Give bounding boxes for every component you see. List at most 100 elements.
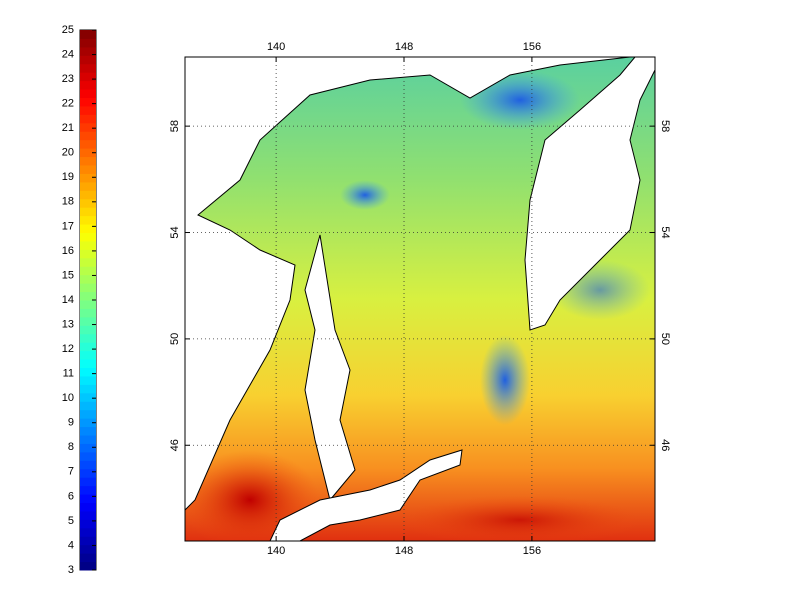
land bbox=[185, 57, 655, 541]
colorbar-label: 22 bbox=[62, 98, 74, 110]
colorbar-band bbox=[80, 561, 96, 571]
colorbar-band bbox=[80, 215, 96, 225]
colorbar-band bbox=[80, 148, 96, 158]
colorbar-band bbox=[80, 510, 96, 520]
colorbar-label: 10 bbox=[62, 392, 74, 404]
colorbar-band bbox=[80, 114, 96, 124]
colorbar-label: 9 bbox=[68, 417, 74, 429]
colorbar-band bbox=[80, 333, 96, 343]
colorbar-band bbox=[80, 46, 96, 56]
colorbar-label: 11 bbox=[63, 368, 74, 380]
colorbar-label: 18 bbox=[62, 196, 74, 208]
colorbar-band bbox=[80, 350, 96, 360]
y-tick-label: 58 bbox=[169, 120, 181, 132]
map-frame bbox=[184, 56, 656, 542]
colorbar-band bbox=[80, 240, 96, 250]
colorbar-band bbox=[80, 55, 96, 65]
colorbar-label: 17 bbox=[62, 220, 74, 232]
colorbar-label: 25 bbox=[62, 24, 74, 36]
colorbar-band bbox=[80, 519, 96, 529]
colorbar-band bbox=[80, 181, 96, 191]
colorbar-band bbox=[80, 443, 96, 453]
colorbar-label: 20 bbox=[62, 147, 74, 159]
colorbar-band bbox=[80, 308, 96, 318]
colorbar-band bbox=[80, 359, 96, 368]
colorbar-label: 13 bbox=[62, 318, 74, 330]
x-tick-label: 140 bbox=[267, 545, 285, 557]
colorbar-band bbox=[80, 131, 96, 141]
colorbar-band bbox=[80, 325, 96, 335]
colorbar-band bbox=[80, 300, 96, 309]
colorbar-band bbox=[80, 80, 96, 90]
colorbar-band bbox=[80, 418, 96, 428]
colorbar-band bbox=[80, 316, 96, 326]
colorbar-label: 5 bbox=[68, 515, 74, 527]
colorbar-band bbox=[80, 375, 96, 385]
colorbar-label: 23 bbox=[62, 73, 74, 85]
colorbar-band bbox=[80, 392, 96, 402]
colorbar-band bbox=[80, 426, 96, 436]
colorbar-label: 7 bbox=[68, 466, 74, 478]
colorbar-band bbox=[80, 89, 96, 98]
x-tick-label: 140 bbox=[267, 41, 285, 53]
colorbar-label: 14 bbox=[62, 294, 74, 306]
colorbar-band bbox=[80, 63, 96, 73]
colorbar-label: 4 bbox=[68, 539, 74, 551]
colorbar-label: 8 bbox=[68, 441, 74, 453]
colorbar-label: 24 bbox=[62, 48, 74, 60]
x-tick-label: 156 bbox=[523, 41, 541, 53]
colorbar-band bbox=[80, 283, 96, 293]
colorbar-band bbox=[80, 249, 96, 259]
colorbar-label: 16 bbox=[62, 245, 74, 257]
sst-field bbox=[185, 57, 655, 541]
colorbar-label: 19 bbox=[62, 171, 74, 183]
colorbar-band bbox=[80, 409, 96, 419]
colorbar-band bbox=[80, 38, 96, 48]
colorbar-band bbox=[80, 384, 96, 394]
colorbar-label: 6 bbox=[68, 490, 74, 502]
y-tick-label: 46 bbox=[659, 439, 671, 451]
x-tick-label: 148 bbox=[395, 41, 413, 53]
colorbar-band bbox=[80, 97, 96, 107]
colorbar-label: 15 bbox=[62, 269, 74, 281]
colorbar-band bbox=[80, 451, 96, 461]
colorbar-label: 3 bbox=[68, 564, 74, 576]
colorbar-band bbox=[80, 553, 96, 563]
colorbar-band bbox=[80, 266, 96, 276]
colorbar-band bbox=[80, 502, 96, 512]
colorbar-band bbox=[80, 544, 96, 554]
y-tick-label: 46 bbox=[169, 439, 181, 451]
colorbar-band bbox=[80, 224, 96, 233]
colorbar-band bbox=[80, 527, 96, 537]
colorbar-band bbox=[80, 165, 96, 174]
colorbar-band bbox=[80, 105, 96, 115]
colorbar-band bbox=[80, 257, 96, 267]
colorbar-band bbox=[80, 494, 96, 503]
colorbar-band bbox=[80, 156, 96, 166]
colorbar-band bbox=[80, 342, 96, 352]
colorbar-band bbox=[80, 232, 96, 242]
colorbar-band bbox=[80, 274, 96, 284]
colorbar-label: 12 bbox=[62, 343, 74, 355]
colorbar-band bbox=[80, 139, 96, 149]
y-tick-label: 54 bbox=[169, 226, 181, 238]
colorbar-band bbox=[80, 122, 96, 132]
colorbar-band bbox=[80, 477, 96, 487]
colorbar-band bbox=[80, 536, 96, 546]
colorbar-band bbox=[80, 30, 96, 39]
colorbar-band bbox=[80, 460, 96, 470]
colorbar-band bbox=[80, 291, 96, 301]
y-tick-label: 50 bbox=[169, 333, 181, 345]
colorbar-band bbox=[80, 468, 96, 478]
colorbar-band bbox=[80, 401, 96, 411]
x-tick-label: 156 bbox=[523, 545, 541, 557]
colorbar-band bbox=[80, 207, 96, 217]
colorbar-label: 21 bbox=[62, 122, 74, 134]
colorbar-band bbox=[80, 72, 96, 82]
colorbar-band bbox=[80, 367, 96, 377]
colorbar-band bbox=[80, 198, 96, 208]
colorbar-band bbox=[80, 435, 96, 444]
colorbar-band bbox=[80, 485, 96, 495]
y-tick-label: 50 bbox=[659, 333, 671, 345]
